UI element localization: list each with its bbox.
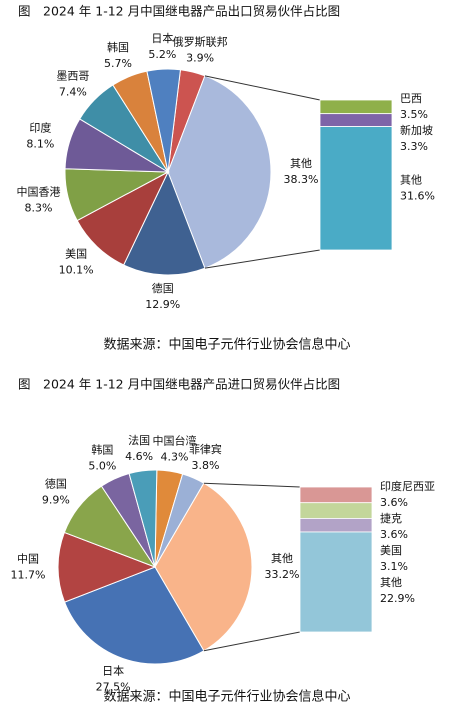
pie-slice [122,170,206,276]
connector [204,249,321,269]
slice-label: 日本 [102,663,124,677]
bar-segment [319,113,393,127]
source-note: 数据来源：中国电子元件行业协会信息中心 [103,337,350,353]
slice-label: 墨西哥 [56,70,89,83]
slice-label: 中国香港 [16,185,60,198]
bar-value-label: 22.9% [380,592,415,605]
slice-value-label: 11.7% [11,568,46,581]
slice-value-label: 4.6% [125,450,153,463]
bar-value-label: 3.6% [380,528,408,541]
source-note: 数据来源：中国电子元件行业协会信息中心 [103,689,350,705]
bar-segment [299,518,373,533]
slice-label: 其他 [271,552,293,565]
slice-label: 德国 [45,477,67,491]
bar-segment [319,99,393,115]
chart-title: 图 2024 年 1-12 月中国继电器产品进口贸易伙伴占比图 [18,377,340,392]
slice-value-label: 10.1% [59,263,94,276]
pie-slice [146,68,181,173]
bar-value-label: 3.6% [380,496,408,509]
pie-slice [167,75,272,269]
pie-slice [154,482,253,652]
slice-value-label: 9.9% [42,494,70,507]
bar-segment [299,486,373,504]
connector [203,482,301,488]
slice-value-label: 8.3% [25,201,53,214]
slice-label: 其他 [290,157,312,170]
chart-title: 图 2024 年 1-12 月中国继电器产品出口贸易伙伴占比图 [18,4,340,19]
slice-label: 韩国 [107,40,129,54]
bar-value-label: 3.5% [400,108,428,121]
slice-value-label: 8.1% [26,138,54,151]
pie-slice [63,566,205,665]
pie-slice [128,469,158,568]
bar-label: 其他 [380,576,402,589]
bar-value-label: 3.3% [400,140,428,153]
slice-label: 美国 [65,247,87,260]
bar-label: 新加坡 [400,123,433,137]
slice-label: 法国 [128,433,150,447]
bar-value-label: 31.6% [400,189,435,202]
slice-value-label: 33.2% [265,568,300,581]
bar-label: 巴西 [400,92,422,105]
slice-value-label: 3.8% [191,459,219,472]
bar-value-label: 3.1% [380,560,408,573]
bar-label: 其他 [400,173,422,186]
slice-value-label: 4.3% [160,450,188,463]
slice-label: 中国 [17,552,39,565]
slice-value-label: 5.2% [148,48,176,61]
bar-label: 美国 [380,544,402,557]
slice-label: 菲律宾 [189,442,222,456]
slice-label: 德国 [152,281,174,295]
slice-label: 韩国 [91,443,113,457]
slice-value-label: 3.9% [186,52,214,65]
pie-slice [57,531,157,603]
slice-value-label: 5.7% [104,57,132,70]
bar-segment [299,531,373,633]
slice-label: 日本 [151,31,173,45]
bar-segment [319,126,393,251]
slice-label: 印度 [29,121,51,135]
connector [204,75,321,101]
slice-value-label: 5.0% [88,460,116,473]
slice-value-label: 38.3% [284,173,319,186]
bar-segment [299,502,373,519]
slice-value-label: 27.5% [96,680,131,693]
bar-label: 捷克 [380,511,402,525]
slice-label: 中国台湾 [152,433,196,447]
slice-value-label: 7.4% [59,86,87,99]
slice-label: 俄罗斯联邦 [173,36,228,49]
connector [203,631,301,652]
slice-value-label: 12.9% [145,298,180,311]
bar-label: 印度尼西亚 [380,479,435,493]
